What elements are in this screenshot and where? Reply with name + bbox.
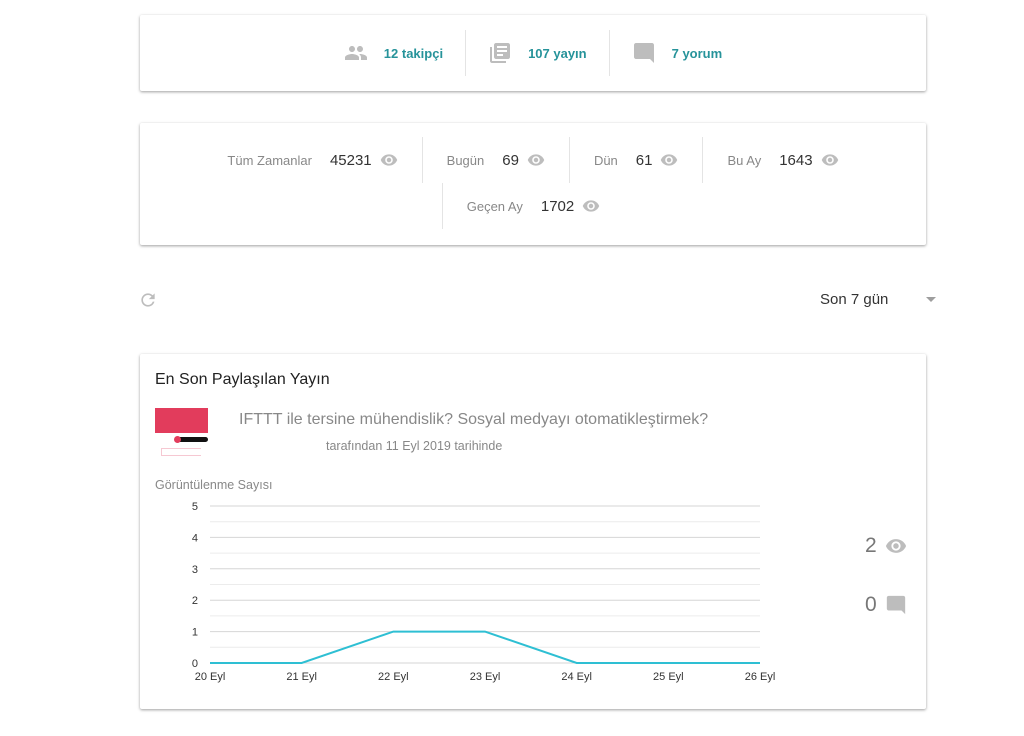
x-tick-label: 22 Eyl	[378, 671, 409, 683]
x-tick-label: 20 Eyl	[195, 671, 226, 683]
latest-post-card: 0 1 2 3 4 5 20 Eyl 21 Eyl 22 Eyl 23 Eyl 24 Eyl 25 E…	[140, 354, 926, 709]
posts-count: 107 yayın	[528, 45, 587, 61]
eye-icon	[885, 539, 906, 553]
y-tick-label: 0	[192, 658, 198, 670]
x-tick-label: 24 Eyl	[561, 671, 592, 683]
stat-value: 1702	[540, 197, 575, 215]
date-range-select[interactable]: Son 7 gün	[820, 291, 889, 308]
card-title: En Son Paylaşılan Yayın	[155, 371, 330, 388]
stat-today: Bugün 69	[421, 137, 569, 183]
view-count-value: 2	[865, 534, 877, 557]
comment-icon	[886, 595, 905, 615]
y-tick-label: 4	[192, 532, 198, 544]
x-tick-label: 21 Eyl	[286, 671, 317, 683]
stat-last-month: Geçen Ay 1702	[441, 183, 625, 229]
y-tick-label: 2	[192, 595, 198, 607]
comment-count-value: 0	[865, 593, 877, 616]
x-tick-label: 25 Eyl	[653, 671, 684, 683]
stat-value: 61	[635, 151, 653, 169]
people-icon	[344, 46, 367, 60]
eye-icon	[527, 154, 545, 166]
y-tick-label: 1	[192, 627, 198, 639]
post-view-count: 2	[865, 534, 907, 558]
y-tick-label: 5	[192, 501, 198, 513]
stat-label: Bugün	[446, 152, 485, 168]
stat-label: Dün	[593, 152, 618, 168]
stat-value: 69	[502, 151, 519, 169]
y-tick-label: 3	[192, 564, 198, 576]
followers-count: 12 takipçi	[383, 45, 444, 61]
eye-icon	[661, 154, 678, 166]
library-books-icon	[490, 43, 511, 63]
stat-yesterday: Dün 61	[568, 137, 703, 183]
stat-this-month: Bu Ay 1643	[702, 137, 862, 183]
post-meta: tarafından 11 Eyl 2019 tarihinde	[326, 439, 503, 453]
post-title-link[interactable]: IFTTT ile tersine mühendislik? Sosyal me…	[239, 411, 709, 428]
comments-link[interactable]: 7 yorum	[608, 30, 745, 76]
stat-label: Tüm Zamanlar	[227, 152, 312, 168]
posts-link[interactable]: 107 yayın	[465, 30, 609, 76]
stat-label: Bu Ay	[727, 152, 762, 168]
comment-icon	[633, 43, 654, 63]
x-tick-label: 26 Eyl	[745, 671, 776, 683]
comments-count: 7 yorum	[671, 45, 723, 61]
eye-icon	[380, 154, 397, 166]
followers-link[interactable]: 12 takipçi	[322, 30, 465, 76]
profile-summary-card: 12 takipçi 107 yayın 7 yorum	[140, 15, 926, 91]
view-stats-card: Tüm Zamanlar 45231 Bugün 69 Dün 61 Bu Ay 164…	[140, 123, 926, 245]
post-thumbnail[interactable]	[155, 408, 208, 458]
stat-value: 45231	[329, 151, 372, 169]
post-comment-count: 0	[865, 593, 907, 617]
chevron-down-icon[interactable]	[926, 297, 936, 302]
y-axis-label: Görüntülenme Sayısı	[155, 478, 273, 492]
views-line-chart: 0 1 2 3 4 5 20 Eyl 21 Eyl 22 Eyl 23 Eyl 24 Eyl 25 E…	[192, 501, 776, 683]
refresh-icon[interactable]	[138, 290, 158, 310]
eye-icon	[821, 154, 838, 166]
stat-all-time: Tüm Zamanlar 45231	[203, 137, 421, 183]
eye-icon	[583, 200, 600, 212]
stat-value: 1643	[779, 151, 813, 169]
stat-label: Geçen Ay	[466, 198, 523, 214]
x-tick-label: 23 Eyl	[470, 671, 501, 683]
series-line	[210, 630, 760, 664]
